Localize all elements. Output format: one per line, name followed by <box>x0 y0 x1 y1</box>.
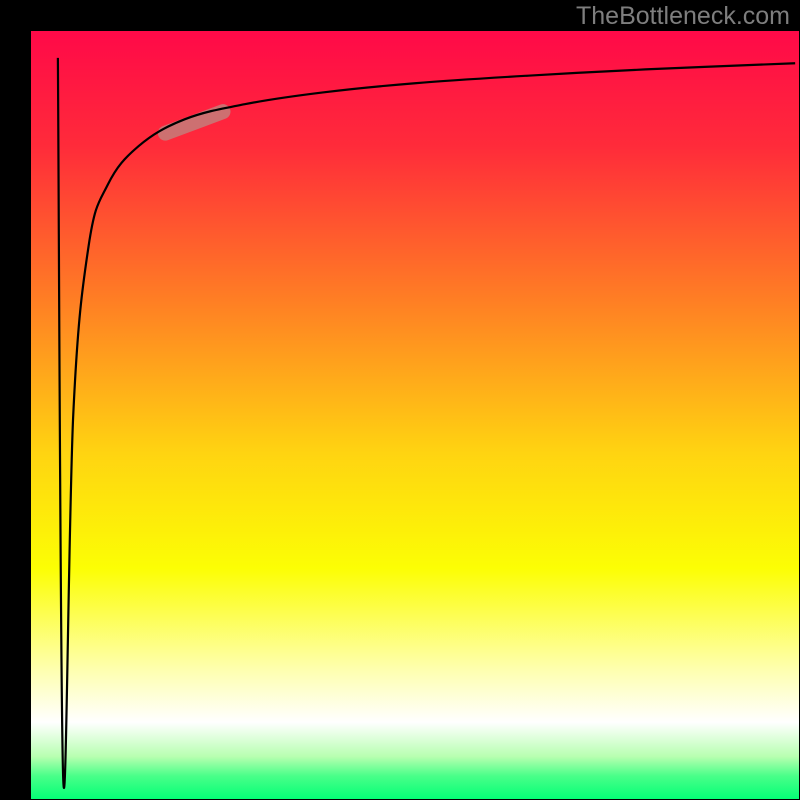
plot-area <box>31 31 799 799</box>
chart-svg <box>31 31 799 799</box>
gradient-background <box>31 31 799 799</box>
watermark-text: TheBottleneck.com <box>576 2 790 31</box>
chart-frame: TheBottleneck.com <box>0 0 800 800</box>
